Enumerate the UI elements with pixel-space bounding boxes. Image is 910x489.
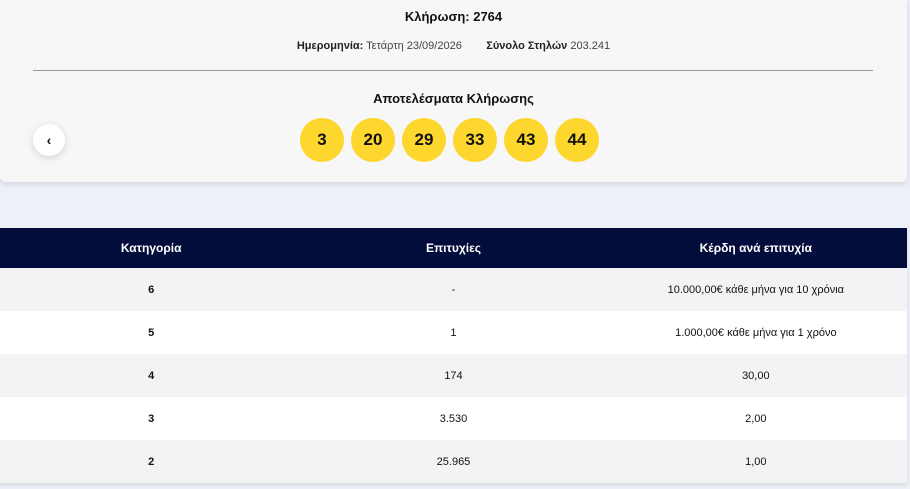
table-row: 6-10.000,00€ κάθε μήνα για 10 χρόνια [0,268,907,311]
columns: 203.241 [570,40,611,52]
divider [33,70,873,71]
ball: 3 [300,118,344,162]
ball: 43 [504,118,548,162]
table-row: 3 3.530 2,00 [0,397,907,440]
table-row: 5 1 1.000,00€ κάθε μήνα για 1 χρόνο [0,311,907,354]
table-cell: 6 [0,268,303,311]
table-cell: 2,00 [604,397,907,440]
table-cell: 25.965 [302,440,605,483]
table-cell: 10.000,00€ κάθε μήνα για 10 χρόνια [604,268,907,311]
back-button[interactable]: ‹ [33,124,65,156]
ball: 29 [402,118,446,162]
table-row: 2 25.965 1,00 [0,440,907,483]
table-cell: 1.000,00€ κάθε μήνα για 1 χρόνο [604,311,907,354]
column-header: Κατηγορία [0,228,303,268]
column-header: Επιτυχίες [302,228,605,268]
table-cell: 3.530 [302,397,605,440]
table-cell: - [302,268,605,311]
draw-title: Κλήρωση: 2764 [404,9,503,24]
table-row: 4 174 30,00 [0,354,907,397]
date: Τετάρτη 23/09/2026 [366,40,462,52]
draw-card: Κλήρωση: 2764 Ημερομηνία: Τετάρτη 23/09/… [0,0,907,182]
table-cell: 3 [0,397,303,440]
ball: 20 [351,118,395,162]
table-cell: 1,00 [604,440,907,483]
ball: 33 [453,118,497,162]
table-cell: 174 [302,354,605,397]
ball: 44 [555,118,599,162]
table-cell: 5 [0,311,303,354]
table-cell: 1 [302,311,605,354]
table-cell: 4 [0,354,303,397]
date-label: Ημερομηνία: [296,40,364,52]
columns-label: Σύνολο Στηλών [486,40,568,52]
ball-row: 3 20 29 33 43 44 [300,118,599,162]
column-header: Κέρδη ανά επιτυχία [604,228,907,268]
results-title: Αποτελέσματα Κλήρωσης [373,91,534,106]
table-header: Κατηγορία Επιτυχίες Κέρδη ανά επιτυχία [0,228,907,268]
table-cell: 2 [0,440,303,483]
table-cell: 30,00 [604,354,907,397]
draw-info: Ημερομηνία: Τετάρτη 23/09/2026 Σύνολο Στ… [0,40,907,52]
prize-table: Κατηγορία Επιτυχίες Κέρδη ανά επιτυχία 6-1… [0,228,907,483]
